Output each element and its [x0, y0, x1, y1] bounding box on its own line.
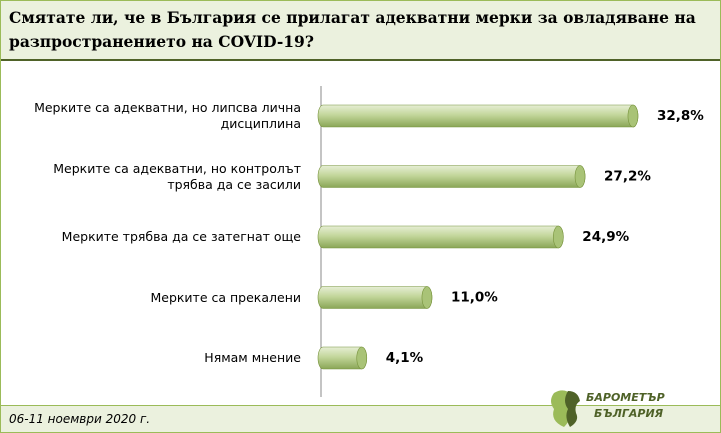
logo-bottom: БЪЛГАРИЯ	[594, 407, 664, 420]
bar	[317, 165, 586, 188]
bar-cap	[421, 286, 433, 309]
value-label: 24,9%	[582, 229, 629, 245]
bar-cap	[627, 104, 639, 128]
logo: БАРОМЕТЪР БЪЛГАРИЯ	[551, 390, 665, 427]
bar-cap	[553, 225, 564, 249]
bar-cap	[574, 165, 586, 188]
footer: 06-11 ноември 2020 г.	[1, 405, 720, 432]
chart-title: Смятате ли, че в България се прилагат ад…	[1, 1, 720, 61]
bar-cap	[356, 346, 368, 370]
value-label: 32,8%	[657, 108, 704, 124]
category-label: Нямам мнение	[204, 350, 301, 365]
category-label: Мерките са адекватни, но липсва лична ди…	[34, 100, 301, 131]
plot: 32,8% 27,2% 24,9% 11,0% 4,1%	[317, 86, 704, 397]
value-label: 11,0%	[451, 290, 498, 306]
footnote: 06-11 ноември 2020 г.	[9, 412, 151, 426]
bar	[317, 225, 564, 249]
bar	[317, 104, 639, 128]
category-label: Мерките са прекалени	[150, 289, 301, 305]
value-label: 4,1%	[386, 350, 424, 366]
logo-top: БАРОМЕТЪР	[586, 391, 665, 404]
category-label: Мерките трябва да се затегнат още	[61, 229, 301, 244]
category-label: Мерките са адекватни, но контролът трябв…	[53, 160, 301, 192]
value-label: 27,2%	[604, 169, 651, 185]
bar	[317, 286, 433, 309]
